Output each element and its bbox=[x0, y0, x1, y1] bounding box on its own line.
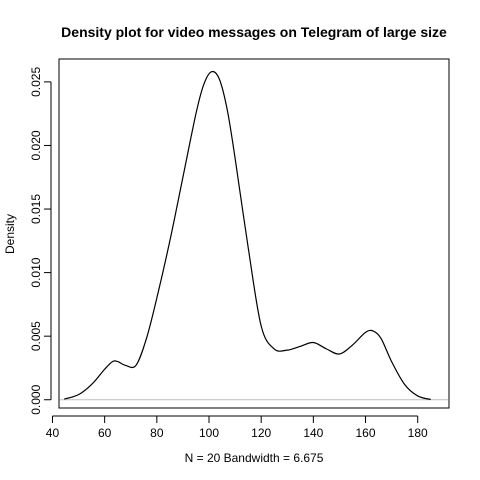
x-tick-label: 40 bbox=[46, 426, 60, 440]
x-tick-label: 60 bbox=[98, 426, 112, 440]
y-tick-label: 0.015 bbox=[29, 194, 43, 224]
y-tick-label: 0.025 bbox=[29, 67, 43, 97]
x-tick-label: 140 bbox=[303, 426, 323, 440]
x-tick-label: 160 bbox=[356, 426, 376, 440]
x-tick-label: 180 bbox=[408, 426, 428, 440]
chart-title: Density plot for video messages on Teleg… bbox=[61, 24, 447, 40]
y-tick-label: 0.020 bbox=[29, 130, 43, 160]
x-axis-label: N = 20 Bandwidth = 6.675 bbox=[185, 451, 324, 465]
x-axis: 40 60 80 100 120 140 160 180 bbox=[46, 416, 428, 440]
y-tick-label: 0.010 bbox=[29, 257, 43, 287]
x-tick-label: 100 bbox=[199, 426, 219, 440]
density-curve bbox=[64, 70, 431, 401]
x-tick-label: 120 bbox=[251, 426, 271, 440]
y-tick-label: 0.000 bbox=[29, 384, 43, 414]
y-axis: 0.000 0.005 0.010 0.015 0.020 0.025 bbox=[29, 67, 51, 415]
y-tick-label: 0.005 bbox=[29, 321, 43, 351]
x-tick-label: 80 bbox=[150, 426, 164, 440]
plot-frame bbox=[58, 58, 450, 409]
y-axis-label: Density bbox=[3, 214, 17, 254]
